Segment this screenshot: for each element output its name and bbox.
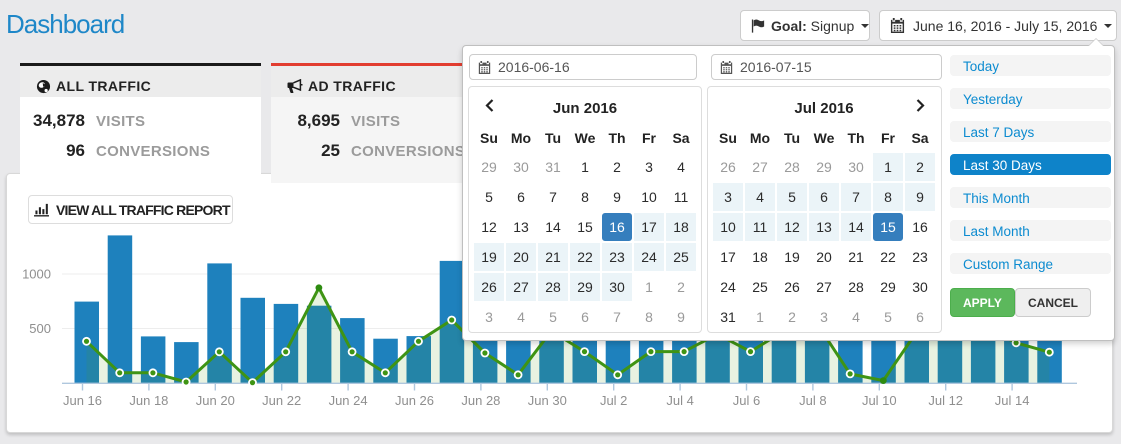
- svg-text:Jun 30: Jun 30: [528, 393, 567, 408]
- svg-text:Jul 12: Jul 12: [928, 393, 963, 408]
- svg-text:Jul 14: Jul 14: [995, 393, 1030, 408]
- svg-text:Jul 4: Jul 4: [666, 393, 693, 408]
- svg-text:Jun 24: Jun 24: [329, 393, 368, 408]
- svg-text:Jul 6: Jul 6: [733, 393, 760, 408]
- svg-text:1000: 1000: [22, 267, 51, 282]
- svg-text:Jun 20: Jun 20: [196, 393, 235, 408]
- svg-text:Jun 16: Jun 16: [63, 393, 102, 408]
- svg-text:Jun 26: Jun 26: [395, 393, 434, 408]
- svg-text:500: 500: [29, 321, 51, 336]
- svg-text:Jul 2: Jul 2: [600, 393, 627, 408]
- svg-text:Jun 28: Jun 28: [461, 393, 500, 408]
- svg-text:Jun 22: Jun 22: [262, 393, 301, 408]
- svg-text:Jun 18: Jun 18: [129, 393, 168, 408]
- svg-text:Jul 8: Jul 8: [799, 393, 826, 408]
- svg-text:Jul 10: Jul 10: [862, 393, 897, 408]
